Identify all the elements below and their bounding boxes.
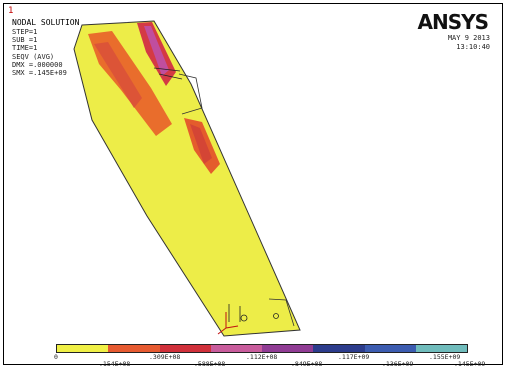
legend-swatch: [210, 345, 262, 352]
info-line: SEQV (AVG): [12, 52, 55, 61]
legend-swatch: [364, 345, 416, 352]
ansys-logo: ANSYS: [417, 10, 489, 34]
legend-label-bottom: .849E+08: [291, 360, 323, 368]
info-line: TIME=1: [12, 44, 38, 53]
fea-model-view[interactable]: [4, 4, 504, 344]
legend-label-bottom: .136E+09: [382, 360, 414, 368]
legend-label-bottom: .145E+09: [454, 360, 486, 368]
date-stamp: MAY 9 2013 13:10:40: [448, 34, 490, 52]
plate-step-edge: [178, 73, 203, 115]
legend-swatch: [108, 345, 160, 352]
solution-info: NODAL SOLUTION STEP=1 SUB =1 TIME=1 SEQV…: [12, 18, 79, 77]
stress-band-left-inner: [94, 42, 142, 108]
stress-band-right-inner: [190, 124, 212, 164]
contour-legend-bar: [56, 344, 468, 353]
info-line: DMX =.000000: [12, 60, 63, 69]
legend-label-top: 0: [54, 353, 58, 361]
legend-swatch: [415, 345, 467, 352]
date-text: MAY 9 2013: [447, 34, 490, 42]
legend-label-top: .117E+09: [338, 353, 370, 361]
legend-label-top: .112E+08: [246, 353, 278, 361]
solution-title: NODAL SOLUTION: [12, 18, 80, 27]
legend-label-bottom: .588E+08: [194, 360, 226, 368]
legend-label-bottom: .154E+08: [99, 360, 131, 368]
coordinate-triad-icon: [217, 312, 239, 335]
constraint-markers: [153, 67, 279, 322]
legend-label-top: .309E+08: [149, 353, 181, 361]
legend-swatch: [262, 345, 314, 352]
info-line: STEP=1: [12, 28, 38, 36]
time-text: 13:10:40: [456, 43, 490, 51]
plate-bottom-step: [268, 298, 295, 327]
info-line: SUB =1: [12, 36, 38, 45]
legend-swatch: [159, 345, 211, 352]
stress-band-top-right-core: [144, 26, 169, 76]
legend-swatch: [313, 345, 365, 352]
legend-label-top: .155E+09: [429, 353, 461, 361]
graphics-window[interactable]: 1 NODAL SOLUTION STEP=1 SUB =1 TIME=1 SE…: [3, 3, 504, 368]
info-line: SMX =.145E+09: [12, 69, 67, 78]
window-number: 1: [8, 6, 14, 16]
legend-swatch: [57, 345, 109, 352]
